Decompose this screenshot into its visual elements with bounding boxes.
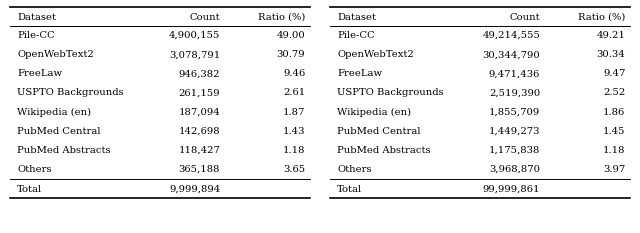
Text: 49.00: 49.00	[276, 31, 305, 40]
Text: 1.86: 1.86	[603, 108, 625, 116]
Text: PubMed Central: PubMed Central	[337, 127, 420, 136]
Text: Pile-CC: Pile-CC	[337, 31, 375, 40]
Text: 2.61: 2.61	[283, 89, 305, 97]
Text: 49,214,555: 49,214,555	[483, 31, 540, 40]
Text: Pile-CC: Pile-CC	[17, 31, 55, 40]
Text: PubMed Central: PubMed Central	[17, 127, 100, 136]
Text: USPTO Backgrounds: USPTO Backgrounds	[337, 89, 444, 97]
Text: 3.65: 3.65	[283, 165, 305, 174]
Text: 3.97: 3.97	[603, 165, 625, 174]
Text: 4,900,155: 4,900,155	[169, 31, 220, 40]
Text: 9.47: 9.47	[603, 69, 625, 78]
Text: Wikipedia (en): Wikipedia (en)	[17, 107, 92, 117]
Text: OpenWebText2: OpenWebText2	[337, 50, 414, 59]
Text: 1.87: 1.87	[283, 108, 305, 116]
Text: PubMed Abstracts: PubMed Abstracts	[17, 146, 111, 155]
Text: 1.18: 1.18	[603, 146, 625, 155]
Text: Count: Count	[189, 13, 220, 22]
Text: 2,519,390: 2,519,390	[489, 89, 540, 97]
Text: Total: Total	[17, 185, 42, 194]
Text: 1,449,273: 1,449,273	[489, 127, 540, 136]
Text: 30.79: 30.79	[276, 50, 305, 59]
Text: 1.18: 1.18	[283, 146, 305, 155]
Text: FreeLaw: FreeLaw	[337, 69, 382, 78]
Text: 118,427: 118,427	[179, 146, 220, 155]
Text: 1.45: 1.45	[603, 127, 625, 136]
Text: 30.34: 30.34	[596, 50, 625, 59]
Text: 1,175,838: 1,175,838	[489, 146, 540, 155]
Text: 946,382: 946,382	[179, 69, 220, 78]
Text: Others: Others	[17, 165, 52, 174]
Text: 365,188: 365,188	[179, 165, 220, 174]
Text: 30,344,790: 30,344,790	[483, 50, 540, 59]
Text: 187,094: 187,094	[179, 108, 220, 116]
Text: Wikipedia (en): Wikipedia (en)	[337, 107, 412, 117]
Text: Count: Count	[509, 13, 540, 22]
Text: Others: Others	[337, 165, 372, 174]
Text: 2.52: 2.52	[603, 89, 625, 97]
Text: Dataset: Dataset	[337, 13, 376, 22]
Text: Ratio (%): Ratio (%)	[578, 13, 625, 22]
Text: 9,471,436: 9,471,436	[489, 69, 540, 78]
Text: USPTO Backgrounds: USPTO Backgrounds	[17, 89, 124, 97]
Text: Total: Total	[337, 185, 362, 194]
Text: PubMed Abstracts: PubMed Abstracts	[337, 146, 431, 155]
Text: Dataset: Dataset	[17, 13, 56, 22]
Text: 3,078,791: 3,078,791	[169, 50, 220, 59]
Text: FreeLaw: FreeLaw	[17, 69, 62, 78]
Text: 99,999,861: 99,999,861	[483, 185, 540, 194]
Text: 1.43: 1.43	[283, 127, 305, 136]
Text: 49.21: 49.21	[596, 31, 625, 40]
Text: 3,968,870: 3,968,870	[489, 165, 540, 174]
Text: 142,698: 142,698	[179, 127, 220, 136]
Text: 261,159: 261,159	[179, 89, 220, 97]
Text: OpenWebText2: OpenWebText2	[17, 50, 94, 59]
Text: Ratio (%): Ratio (%)	[258, 13, 305, 22]
Text: 9.46: 9.46	[283, 69, 305, 78]
Text: 9,999,894: 9,999,894	[169, 185, 220, 194]
Text: 1,855,709: 1,855,709	[489, 108, 540, 116]
